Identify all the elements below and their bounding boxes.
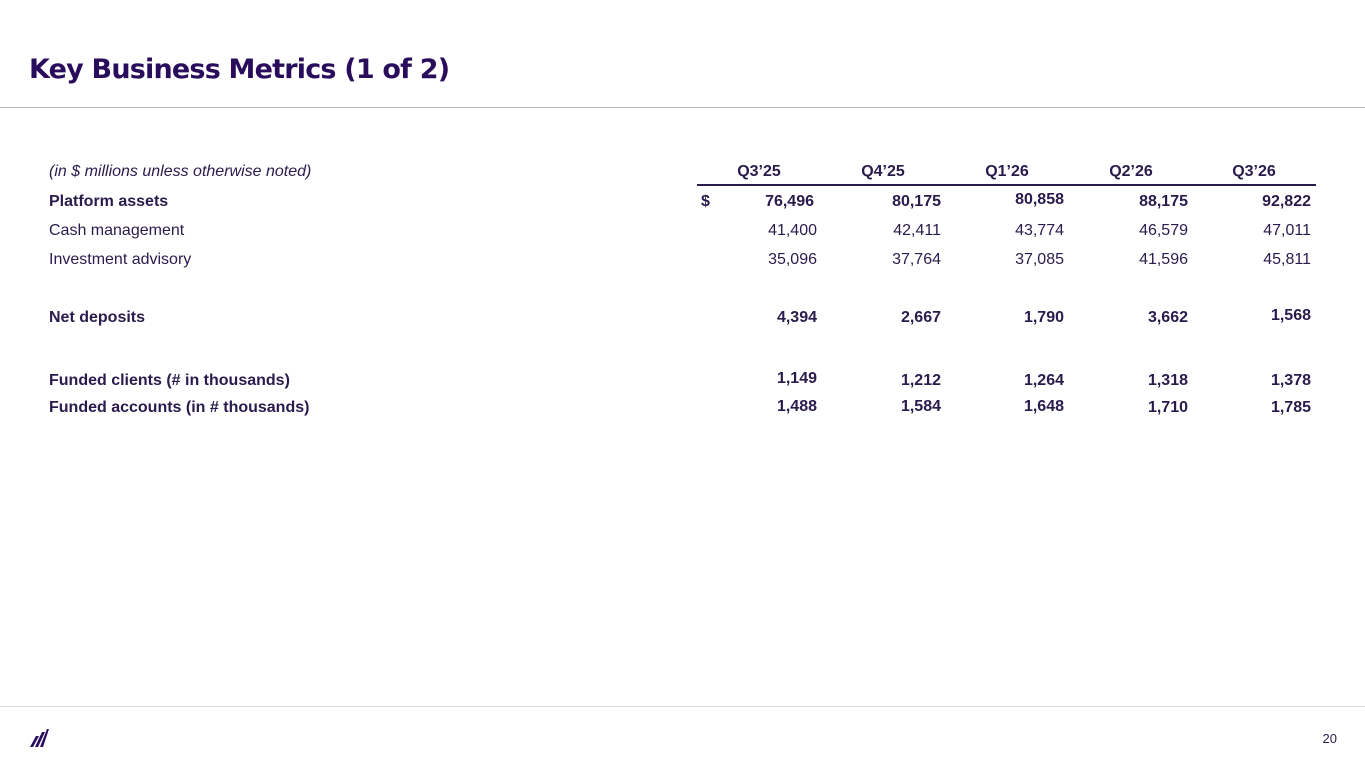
- value-q2-26: 1,710: [1147, 399, 1188, 416]
- row-label-net-deposits: Net deposits: [49, 309, 146, 326]
- value-q2-26: 3,662: [1147, 309, 1188, 326]
- slide-title: Key Business Metrics (1 of 2): [29, 54, 450, 85]
- value-q4-25: 2,667: [900, 309, 941, 326]
- value-q4-25: 37,764: [892, 251, 941, 268]
- value-q4-25: 42,411: [893, 222, 941, 239]
- title-divider: [0, 107, 1365, 108]
- value-q3-26: 1,378: [1270, 372, 1311, 389]
- wealthfront-logo-icon: [30, 729, 49, 747]
- value-q3-25: 35,096: [768, 251, 817, 268]
- value-q3-25: 1,488: [776, 398, 817, 415]
- header-underline: [697, 184, 1316, 186]
- value-q3-25: 1,149: [776, 370, 817, 387]
- page-number: 20: [1322, 731, 1337, 746]
- value-q3-26: 92,822: [1262, 193, 1311, 210]
- value-q1-26: 1,790: [1023, 309, 1064, 326]
- units-note: (in $ millions unless otherwise noted): [49, 163, 312, 180]
- value-q4-25: 1,584: [900, 398, 941, 415]
- value-q1-26: 1,264: [1023, 372, 1064, 389]
- row-label-platform-assets: Platform assets: [49, 193, 169, 210]
- column-header-q1-26: Q1’26: [985, 163, 1029, 180]
- value-q4-25: 80,175: [892, 193, 941, 210]
- column-header-q3-26: Q3’26: [1232, 163, 1276, 180]
- row-label-investment-advisory: Investment advisory: [49, 251, 192, 268]
- value-q3-26: 1,785: [1270, 399, 1311, 416]
- column-header-q2-26: Q2’26: [1109, 163, 1153, 180]
- value-q3-26: 47,011: [1263, 222, 1311, 239]
- value-q2-26: 41,596: [1139, 251, 1188, 268]
- value-q2-26: 88,175: [1139, 193, 1188, 210]
- value-q3-25: 4,394: [776, 309, 817, 326]
- footer-divider: [0, 706, 1365, 707]
- value-q2-26: 1,318: [1147, 372, 1188, 389]
- value-q3-26: 45,811: [1263, 251, 1311, 268]
- value-q1-26: 37,085: [1015, 251, 1064, 268]
- value-q3-25: 76,496: [765, 193, 814, 210]
- value-q3-25: 41,400: [768, 222, 817, 239]
- value-q4-25: 1,212: [900, 372, 941, 389]
- value-q1-26: 43,774: [1015, 222, 1064, 239]
- value-q1-26: 80,858: [1015, 191, 1064, 208]
- row-label-cash-management: Cash management: [49, 222, 185, 239]
- column-header-q4-25: Q4’25: [861, 163, 905, 180]
- column-header-q3-25: Q3’25: [737, 163, 781, 180]
- value-q3-26: 1,568: [1270, 307, 1311, 324]
- value-q2-26: 46,579: [1139, 222, 1188, 239]
- currency-symbol: $: [701, 193, 710, 210]
- row-label-funded-clients: Funded clients (# in thousands): [49, 372, 290, 389]
- value-q1-26: 1,648: [1023, 398, 1064, 415]
- row-label-funded-accounts: Funded accounts (in # thousands): [49, 399, 310, 416]
